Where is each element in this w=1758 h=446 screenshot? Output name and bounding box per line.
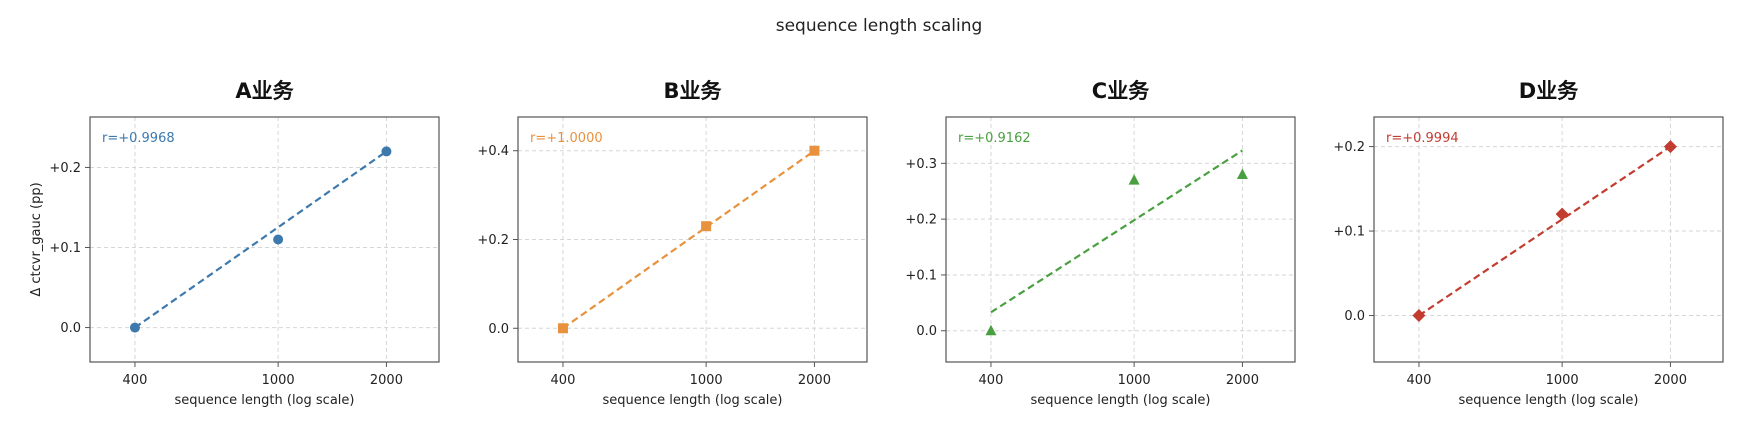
x-tick-label: 1000 (1546, 373, 1579, 388)
panel-title: D业务 (1519, 79, 1579, 103)
fit-line (990, 149, 1244, 314)
x-tick-label: 1000 (262, 373, 295, 388)
y-tick-label: +0.3 (905, 157, 937, 172)
data-point (557, 323, 568, 334)
axes-frame (945, 116, 1296, 363)
panel-title: B业务 (663, 79, 722, 103)
fit-line (134, 150, 388, 329)
correlation-label: r=+0.9968 (102, 131, 175, 146)
x-tick-label: 1000 (1118, 373, 1151, 388)
axes-frame (1373, 116, 1724, 363)
fit-line (1418, 145, 1672, 317)
data-point (129, 322, 140, 333)
y-tick-label: +0.2 (477, 233, 509, 248)
x-tick-label: 1000 (690, 373, 723, 388)
x-axis-label: sequence length (log scale) (1459, 393, 1639, 408)
data-point (273, 234, 284, 245)
x-tick-label: 400 (551, 373, 576, 388)
data-point (809, 145, 820, 156)
x-tick-label: 2000 (1654, 373, 1687, 388)
x-tick-label: 2000 (370, 373, 403, 388)
y-tick-label: +0.2 (1333, 140, 1365, 155)
data-point (1128, 174, 1140, 185)
correlation-label: r=+0.9994 (1386, 131, 1459, 146)
y-tick-label: 0.0 (1344, 309, 1365, 324)
data-point (985, 324, 997, 336)
panel-1: B业务 400 1000 2000 0.0 +0.2 +0.4 sequence length… (477, 79, 868, 408)
data-point (1236, 168, 1248, 179)
data-point (1555, 207, 1569, 221)
y-tick-label: +0.2 (905, 213, 937, 228)
axes-frame (89, 116, 440, 363)
correlation-label: r=+1.0000 (530, 131, 603, 146)
panel-title: A业务 (235, 79, 294, 103)
y-tick-label: +0.1 (905, 268, 937, 283)
x-tick-label: 400 (979, 373, 1004, 388)
y-tick-label: 0.0 (60, 321, 81, 336)
y-tick-label: +0.1 (49, 241, 81, 256)
x-axis-label: sequence length (log scale) (1031, 393, 1211, 408)
y-tick-label: +0.4 (477, 144, 509, 159)
y-tick-label: 0.0 (488, 322, 509, 337)
data-point (381, 146, 392, 157)
data-point (1412, 309, 1426, 323)
panel-3: D业务 400 1000 2000 0.0 +0.1 +0.2 sequence length… (1333, 79, 1724, 408)
panel-2: C业务 400 1000 2000 0.0 +0.1 +0.2 +0.3 sequence le… (905, 79, 1296, 408)
x-tick-label: 400 (1407, 373, 1432, 388)
panel-title: C业务 (1092, 79, 1150, 103)
data-point (1663, 140, 1677, 154)
panel-0: A业务 400 1000 2000 0.0 +0.1 +0.2 sequence length… (29, 79, 440, 408)
y-tick-label: +0.1 (1333, 225, 1365, 240)
x-axis-label: sequence length (log scale) (603, 393, 783, 408)
figure-title: sequence length scaling (775, 16, 983, 36)
y-tick-label: 0.0 (916, 324, 937, 339)
x-tick-label: 2000 (798, 373, 831, 388)
fit-line (562, 149, 816, 330)
data-point (701, 221, 712, 232)
correlation-label: r=+0.9162 (958, 131, 1031, 146)
y-tick-label: +0.2 (49, 161, 81, 176)
y-axis-label: Δ ctcvr_gauc (pp) (29, 182, 44, 296)
x-tick-label: 2000 (1226, 373, 1259, 388)
x-axis-label: sequence length (log scale) (175, 393, 355, 408)
x-tick-label: 400 (123, 373, 148, 388)
